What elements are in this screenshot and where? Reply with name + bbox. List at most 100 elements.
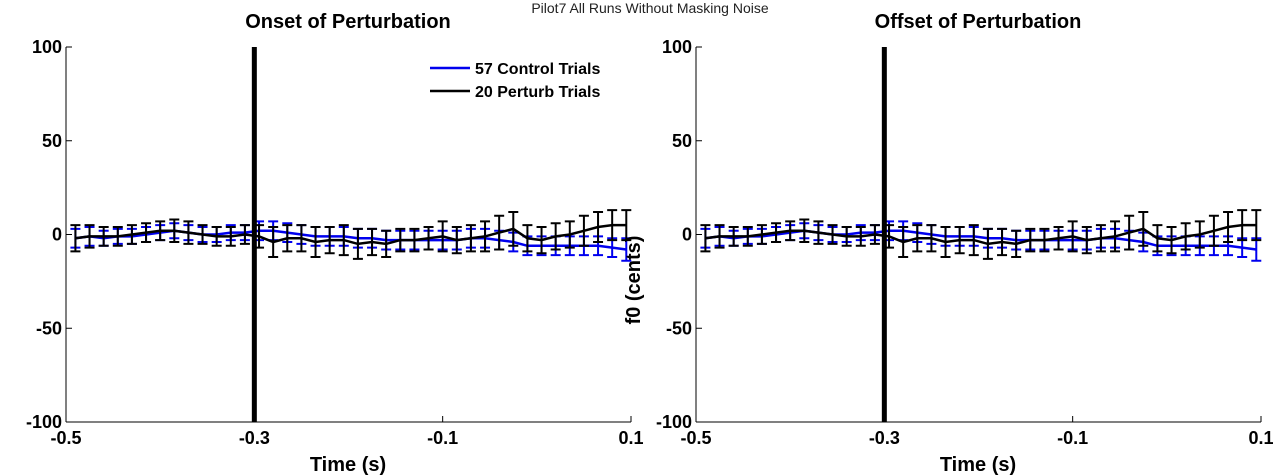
offset-perturb-error-bar: [714, 224, 725, 249]
offset-perturb-error-bar: [1138, 211, 1149, 247]
onset-perturb-error-bar: [536, 226, 547, 255]
offset-perturb-error-bar: [1251, 209, 1262, 242]
onset-perturb-error-bar: [508, 211, 519, 247]
offset-perturb-error-bar: [785, 220, 796, 242]
offset-perturb-error-bar: [912, 224, 923, 253]
onset-perturb-error-bar: [211, 226, 222, 247]
offset-y-tick-label: -100: [656, 412, 692, 432]
onset-perturb-error-bar: [621, 209, 632, 242]
onset-perturb-error-bar: [480, 220, 491, 253]
offset-perturb-error-bar: [1095, 224, 1106, 253]
offset-perturb-error-bar: [1237, 209, 1248, 242]
onset-x-tick-label: -0.3: [239, 428, 270, 448]
offset-x-tick-label: -0.3: [869, 428, 900, 448]
onset-perturb-error-bar: [324, 226, 335, 255]
onset-perturb-error-bar: [437, 220, 448, 253]
onset-perturb-error-bar: [423, 226, 434, 251]
onset-perturb-error-bar: [564, 220, 575, 249]
offset-perturb-error-bar: [1025, 227, 1036, 253]
onset-perturb-error-bar: [494, 214, 505, 251]
onset-perturb-error-bar: [70, 224, 81, 253]
onset-perturb-error-bar: [183, 220, 194, 245]
offset-panel-title: Offset of Perturbation: [875, 11, 1082, 33]
onset-x-axis-label: Time (s): [310, 454, 386, 476]
offset-perturb-error-bar: [771, 222, 782, 243]
offset-perturb-error-bar: [1081, 226, 1092, 255]
legend-control-label: 57 Control Trials: [475, 61, 600, 78]
offset-perturb-error-bar: [1053, 226, 1064, 251]
offset-perturb-error-bar: [1011, 229, 1022, 258]
offset-y-tick-label: 50: [672, 131, 692, 151]
offset-perturb-error-bar: [1194, 220, 1205, 249]
onset-x-tick-label: -0.5: [50, 428, 81, 448]
legend: 57 Control Trials 20 Perturb Trials: [430, 61, 600, 101]
onset-y-tick-label: 0: [52, 225, 62, 245]
onset-perturb-error-bar: [607, 209, 618, 242]
offset-perturb-error-bar: [855, 226, 866, 247]
offset-series-perturb: [700, 209, 1262, 260]
onset-perturb-error-bar: [225, 226, 236, 247]
onset-panel: Onset of Perturbation Time (s) 57 Contro…: [26, 11, 644, 476]
offset-y-tick-label: 0: [682, 225, 692, 245]
onset-perturb-error-bar: [395, 227, 406, 253]
onset-perturb-error-bar: [141, 222, 152, 243]
offset-perturb-error-bar: [1223, 211, 1234, 243]
onset-perturb-error-bar: [550, 222, 561, 251]
onset-perturb-error-bar: [593, 211, 604, 243]
offset-perturb-error-bar: [940, 226, 951, 258]
figure-suptitle: Pilot7 All Runs Without Masking Noise: [531, 0, 769, 16]
offset-perturb-error-bar: [756, 224, 767, 245]
offset-perturb-error-bar: [898, 226, 909, 258]
onset-perturb-error-bar: [282, 224, 293, 253]
onset-perturb-error-bar: [465, 224, 476, 253]
offset-perturb-error-bar: [982, 227, 993, 260]
offset-panel: Offset of Perturbation f0 (cents) Time (…: [623, 11, 1273, 476]
onset-y-tick-label: -50: [36, 318, 62, 338]
onset-perturb-error-bar: [367, 227, 378, 257]
offset-perturb-error-bar: [1152, 224, 1163, 253]
onset-perturb-error-bar: [112, 226, 123, 247]
onset-x-tick-label: 0.1: [618, 428, 643, 448]
offset-perturb-error-bar: [827, 224, 838, 245]
offset-perturb-error-bar: [700, 224, 711, 253]
legend-perturb-label: 20 Perturb Trials: [475, 84, 600, 101]
offset-perturb-line: [705, 223, 1257, 246]
offset-perturb-error-bar: [799, 218, 810, 243]
offset-y-tick-label: 100: [662, 37, 692, 57]
onset-panel-title: Onset of Perturbation: [245, 11, 451, 33]
onset-perturb-error-bar: [169, 218, 180, 243]
offset-x-tick-label: -0.5: [680, 428, 711, 448]
onset-y-tick-label: -100: [26, 412, 62, 432]
onset-perturb-error-bar: [352, 227, 363, 260]
offset-perturb-error-bar: [968, 224, 979, 257]
offset-x-tick-label: -0.1: [1057, 428, 1088, 448]
offset-y-axis-label: f0 (cents): [623, 236, 645, 325]
offset-y-tick-label: -50: [666, 318, 692, 338]
onset-perturb-error-bar: [296, 224, 307, 253]
onset-perturb-error-bar: [239, 224, 250, 245]
offset-perturb-error-bar: [954, 226, 965, 255]
offset-perturb-error-bar: [1124, 214, 1135, 251]
offset-perturb-error-bar: [1166, 226, 1177, 255]
onset-perturb-error-bar: [381, 229, 392, 258]
offset-x-axis-label: Time (s): [940, 454, 1016, 476]
onset-perturb-error-bar: [84, 224, 95, 249]
offset-perturb-error-bar: [1067, 220, 1078, 253]
offset-perturb-error-bar: [997, 227, 1008, 257]
onset-perturb-error-bar: [126, 224, 137, 245]
onset-perturb-error-bar: [310, 226, 321, 258]
offset-x-tick-label: 0.1: [1248, 428, 1273, 448]
offset-perturb-error-bar: [1039, 227, 1050, 253]
onset-perturb-error-bar: [451, 226, 462, 255]
onset-perturb-error-bar: [409, 227, 420, 253]
offset-perturb-error-bar: [813, 220, 824, 245]
onset-perturb-error-bar: [522, 224, 533, 253]
onset-perturb-error-bar: [578, 214, 589, 247]
onset-perturb-error-bar: [268, 226, 279, 258]
onset-perturb-error-bar: [338, 224, 349, 257]
offset-perturb-error-bar: [841, 226, 852, 247]
onset-y-tick-label: 50: [42, 131, 62, 151]
offset-perturb-error-bar: [742, 226, 753, 247]
offset-perturb-error-bar: [869, 224, 880, 245]
